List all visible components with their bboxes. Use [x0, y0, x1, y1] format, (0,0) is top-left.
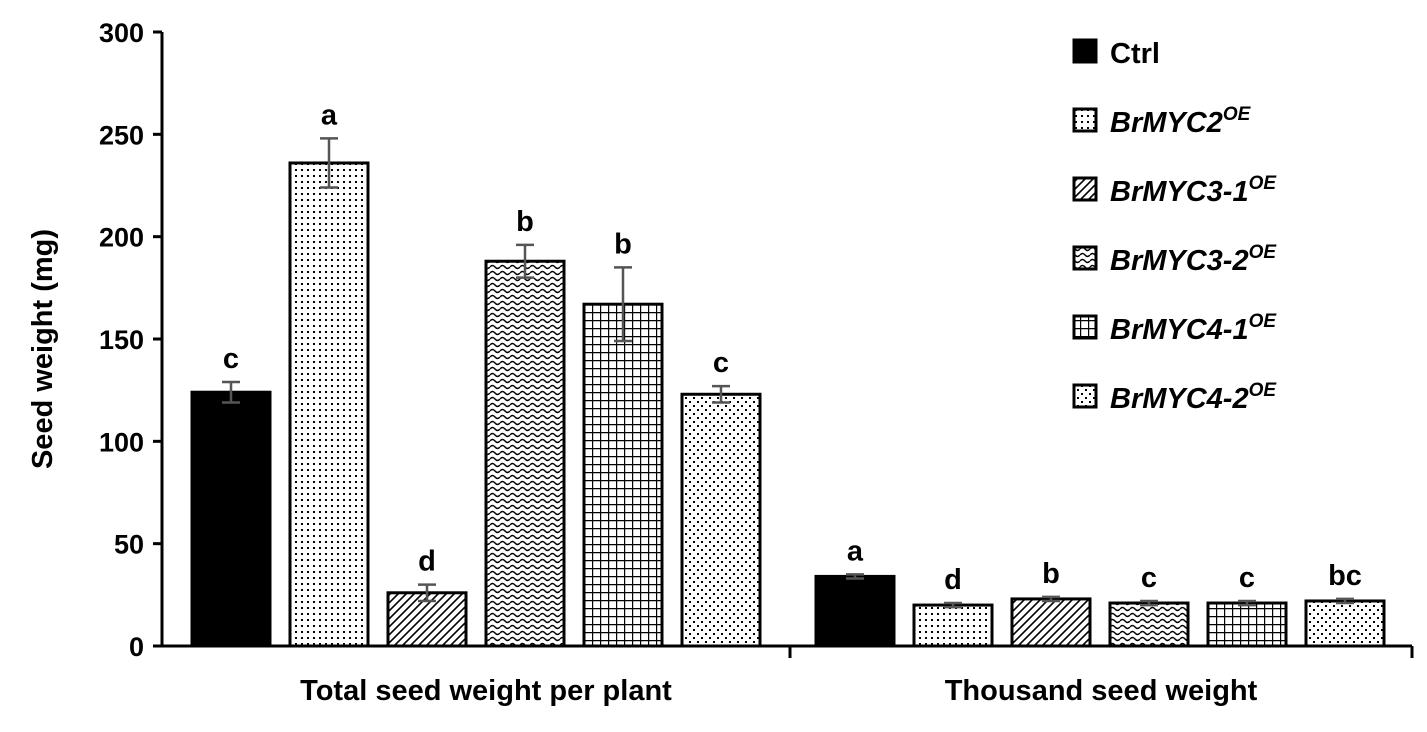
category-label-0: Total seed weight per plant: [300, 675, 672, 707]
legend-swatch-5: [1072, 383, 1098, 409]
bar-1-1: [912, 603, 994, 648]
category-label-1: Thousand seed weight: [945, 675, 1258, 707]
bar-0-3: [484, 259, 566, 648]
legend-label-1: BrMYC2OE: [1110, 104, 1252, 139]
significance-label-1-3: c: [1141, 562, 1157, 594]
bar-0-1: [288, 161, 370, 648]
y-tick-label-50: 50: [114, 530, 144, 560]
significance-label-0-0: c: [223, 343, 239, 375]
y-axis-title: Seed weight (mg): [27, 229, 59, 469]
y-tick-label-0: 0: [129, 632, 144, 662]
significance-label-0-2: d: [418, 546, 436, 578]
bar-0-0: [190, 390, 272, 648]
legend-swatch-4: [1072, 314, 1098, 340]
significance-label-1-5: bc: [1328, 560, 1362, 592]
y-tick-label-150: 150: [99, 325, 144, 355]
bar-0-5: [680, 392, 762, 648]
legend-label-2: BrMYC3-1OE: [1110, 173, 1277, 208]
legend-swatch-1: [1072, 107, 1098, 133]
significance-label-0-1: a: [321, 99, 338, 131]
bar-1-5: [1304, 599, 1386, 648]
bar-1-4: [1206, 601, 1288, 648]
significance-label-0-4: b: [614, 228, 632, 260]
bar-1-3: [1108, 601, 1190, 648]
legend-swatch-2: [1072, 176, 1098, 202]
legend-label-4: BrMYC4-1OE: [1110, 311, 1277, 346]
y-tick-label-100: 100: [99, 427, 144, 457]
significance-label-0-5: c: [713, 347, 729, 379]
significance-label-0-3: b: [516, 206, 534, 238]
bar-0-4: [582, 302, 664, 648]
legend-swatch-0: [1072, 38, 1098, 64]
bar-1-0: [814, 574, 896, 648]
significance-label-1-1: d: [944, 564, 962, 596]
y-tick-label-200: 200: [99, 223, 144, 253]
significance-label-1-4: c: [1239, 562, 1255, 594]
legend-label-0: Ctrl: [1110, 38, 1160, 70]
legend-swatch-3: [1072, 245, 1098, 271]
legend-label-3: BrMYC3-2OE: [1110, 242, 1277, 277]
y-tick-label-250: 250: [99, 120, 144, 150]
significance-label-1-2: b: [1042, 558, 1060, 590]
y-tick-label-300: 300: [99, 18, 144, 48]
bar-1-2: [1010, 597, 1092, 648]
significance-label-1-0: a: [847, 535, 864, 567]
legend-label-5: BrMYC4-2OE: [1110, 380, 1277, 415]
